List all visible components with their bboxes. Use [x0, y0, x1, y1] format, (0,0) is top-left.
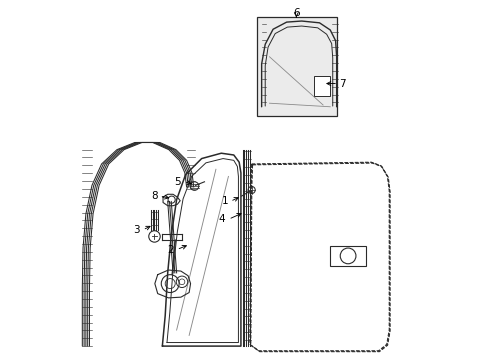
Text: 2: 2: [167, 245, 174, 255]
Text: 7: 7: [339, 78, 346, 89]
Text: 1: 1: [221, 197, 228, 206]
Text: 4: 4: [218, 214, 224, 224]
Text: 3: 3: [133, 225, 140, 235]
Text: 8: 8: [151, 191, 158, 201]
Bar: [313, 76, 329, 96]
Text: 5: 5: [174, 177, 181, 187]
Bar: [329, 246, 365, 266]
Bar: [257, 18, 337, 116]
Text: 6: 6: [292, 8, 299, 18]
